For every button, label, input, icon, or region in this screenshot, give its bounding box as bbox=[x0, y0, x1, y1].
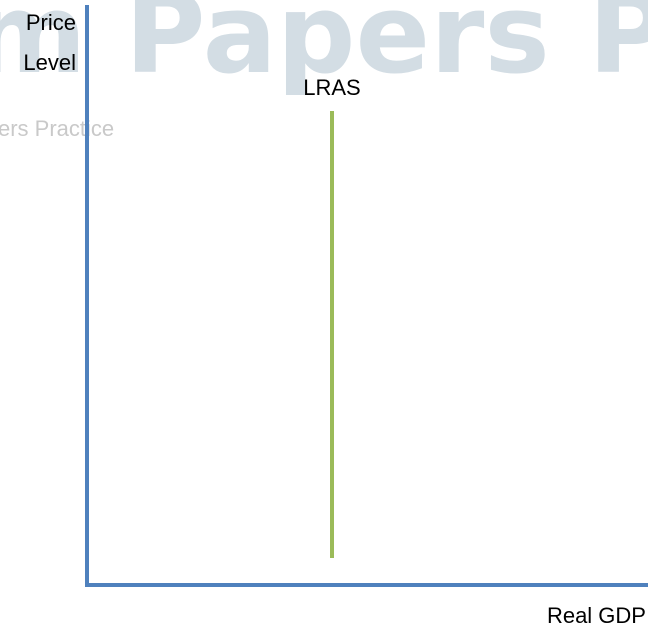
y-axis-label: Level bbox=[23, 50, 76, 75]
x-axis-label: Real GDP bbox=[547, 603, 646, 628]
watermark: m Papers P bbox=[0, 0, 648, 98]
y-axis-label: Price bbox=[26, 10, 76, 35]
watermark-sub: ers Practice bbox=[0, 116, 114, 141]
curve-label: LRAS bbox=[303, 75, 360, 100]
